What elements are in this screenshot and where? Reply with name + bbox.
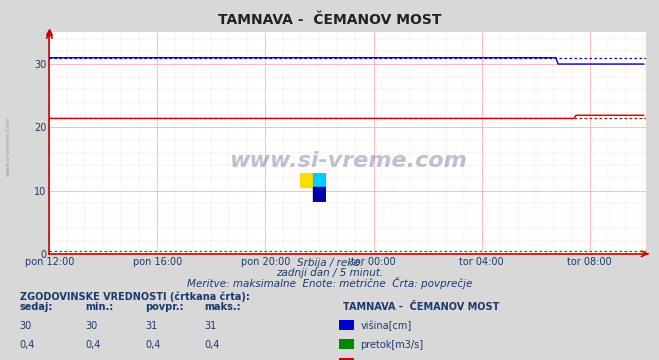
Text: TAMNAVA -  ČEMANOV MOST: TAMNAVA - ČEMANOV MOST xyxy=(343,302,499,312)
Text: www.si-vreme.com: www.si-vreme.com xyxy=(229,151,467,171)
Bar xyxy=(313,173,326,187)
Text: Meritve: maksimalne  Enote: metrične  Črta: povprečje: Meritve: maksimalne Enote: metrične Črta… xyxy=(186,277,473,289)
Text: povpr.:: povpr.: xyxy=(145,302,183,312)
Text: 0,4: 0,4 xyxy=(86,341,101,351)
Text: Srbija / reke.: Srbija / reke. xyxy=(297,258,362,268)
Text: sedaj:: sedaj: xyxy=(20,302,53,312)
Text: www.si-vreme.com: www.si-vreme.com xyxy=(5,116,11,176)
Text: min.:: min.: xyxy=(86,302,114,312)
Text: pretok[m3/s]: pretok[m3/s] xyxy=(360,341,424,351)
Text: 30: 30 xyxy=(20,321,32,332)
Text: 31: 31 xyxy=(204,321,217,332)
Text: zadnji dan / 5 minut.: zadnji dan / 5 minut. xyxy=(276,269,383,279)
Text: ZGODOVINSKE VREDNOSTI (črtkana črta):: ZGODOVINSKE VREDNOSTI (črtkana črta): xyxy=(20,291,250,302)
Text: TAMNAVA -  ČEMANOV MOST: TAMNAVA - ČEMANOV MOST xyxy=(217,13,442,27)
Text: 30: 30 xyxy=(86,321,98,332)
Text: 0,4: 0,4 xyxy=(20,341,35,351)
Text: 0,4: 0,4 xyxy=(145,341,160,351)
Bar xyxy=(300,173,313,187)
Bar xyxy=(313,187,326,202)
Text: 31: 31 xyxy=(145,321,158,332)
Text: višina[cm]: višina[cm] xyxy=(360,321,412,332)
Text: maks.:: maks.: xyxy=(204,302,241,312)
Text: 0,4: 0,4 xyxy=(204,341,219,351)
